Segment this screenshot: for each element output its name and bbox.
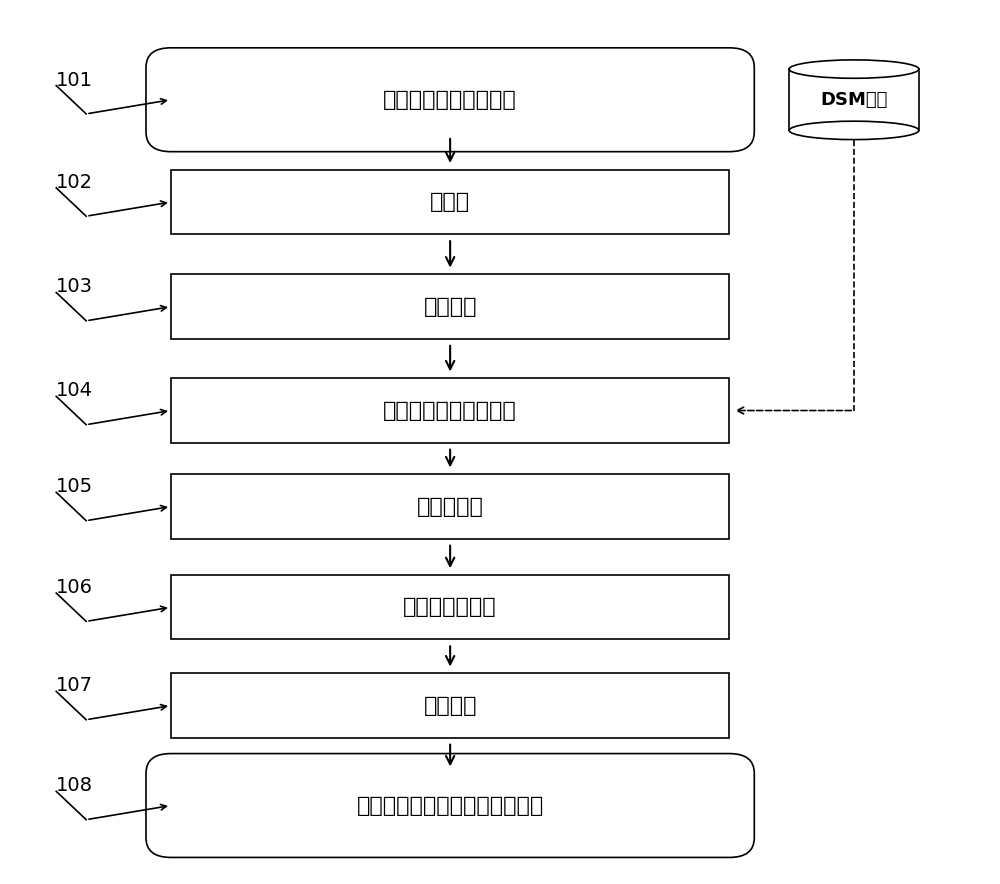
FancyBboxPatch shape xyxy=(171,575,729,639)
Bar xyxy=(789,69,919,130)
Ellipse shape xyxy=(789,60,919,79)
Text: 105: 105 xyxy=(56,477,93,496)
FancyBboxPatch shape xyxy=(171,378,729,443)
Text: 108: 108 xyxy=(56,776,93,796)
FancyBboxPatch shape xyxy=(171,474,729,538)
Text: 103: 103 xyxy=(56,278,93,296)
Text: 107: 107 xyxy=(56,676,93,696)
Text: 输入待处理的遥感影像: 输入待处理的遥感影像 xyxy=(383,90,517,110)
Text: 104: 104 xyxy=(56,381,93,400)
Text: 106: 106 xyxy=(56,578,93,597)
Text: 差分运算: 差分运算 xyxy=(423,696,477,715)
FancyBboxPatch shape xyxy=(171,274,729,339)
Text: 102: 102 xyxy=(56,173,93,192)
FancyBboxPatch shape xyxy=(146,753,754,857)
Text: 核密度估计: 核密度估计 xyxy=(417,497,484,516)
Text: 叠加核密度估计: 叠加核密度估计 xyxy=(403,598,497,617)
FancyBboxPatch shape xyxy=(171,170,729,234)
Text: 标注、提纯输出建筑物变化区域: 标注、提纯输出建筑物变化区域 xyxy=(357,796,544,816)
Text: 搜索候选建筑物中心点: 搜索候选建筑物中心点 xyxy=(383,400,517,421)
Text: 提取角点: 提取角点 xyxy=(423,297,477,316)
Text: 101: 101 xyxy=(56,71,93,89)
FancyBboxPatch shape xyxy=(146,48,754,152)
Ellipse shape xyxy=(789,121,919,140)
FancyBboxPatch shape xyxy=(171,674,729,738)
Text: DSM数据: DSM数据 xyxy=(820,91,888,109)
Text: 预处理: 预处理 xyxy=(430,192,470,212)
